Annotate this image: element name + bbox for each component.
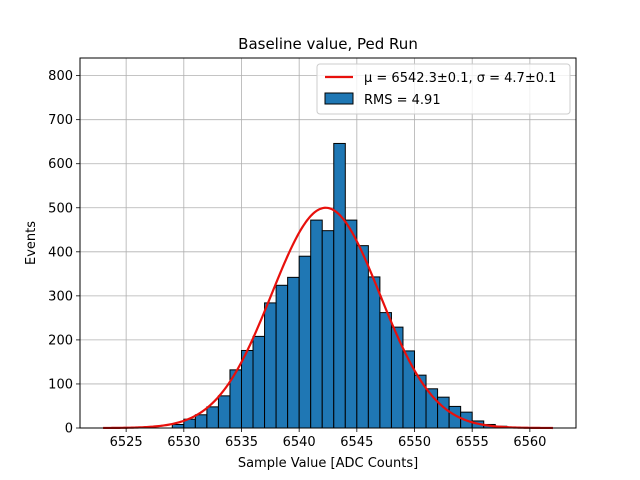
y-tick-label: 0 (65, 422, 73, 437)
x-tick-label: 6530 (167, 435, 200, 450)
gaussian-fit (103, 206, 553, 430)
histogram-bar (217, 395, 231, 429)
x-tick-label: 6540 (283, 435, 316, 450)
y-tick-label: 600 (48, 157, 73, 172)
plot-frame (79, 57, 577, 429)
histogram-bar (321, 230, 335, 429)
histogram-bar (298, 255, 312, 429)
histogram-bar (194, 414, 208, 429)
y-tick-label: 300 (48, 289, 73, 304)
histogram-bar (240, 349, 254, 429)
histogram-bar (252, 335, 266, 429)
x-tick-label: 6555 (456, 435, 489, 450)
y-tick-label: 200 (48, 333, 73, 348)
x-tick-label: 6535 (225, 435, 258, 450)
histogram-bar (344, 219, 358, 429)
histogram-bar (275, 284, 289, 429)
x-tick-label: 6560 (513, 435, 546, 450)
y-tick-label: 100 (48, 377, 73, 392)
histogram-bar (206, 406, 219, 429)
gaussian-fit-curve (103, 206, 553, 430)
legend-box (316, 63, 571, 115)
legend-rms-patch-icon (324, 92, 354, 105)
histogram-bar (333, 142, 346, 429)
y-tick-label: 400 (48, 245, 73, 260)
histogram-bar (379, 312, 392, 429)
x-tick-label: 6525 (110, 435, 143, 450)
histogram-bar (171, 423, 185, 429)
histogram-bar (402, 350, 416, 429)
legend: μ = 6542.3±0.1, σ = 4.7±0.1 RMS = 4.91 (316, 63, 571, 115)
y-tick-label: 700 (48, 113, 73, 128)
x-tick-label: 6550 (398, 435, 431, 450)
legend-rms-label: RMS = 4.91 (364, 93, 441, 108)
histogram-bar (287, 276, 300, 429)
y-tick-label: 800 (48, 69, 73, 84)
x-axis-label: Sample Value [ADC Counts] (238, 456, 418, 471)
x-tick-label: 6545 (340, 435, 373, 450)
chart-title: Baseline value, Ped Run (238, 35, 418, 53)
histogram-bar (264, 302, 277, 429)
y-tick-label: 500 (48, 201, 73, 216)
histogram-bars (171, 142, 508, 429)
histogram-bar (367, 276, 381, 429)
y-axis-ticks: 0 100 200 300 400 500 600 700 800 (48, 69, 80, 437)
x-axis-ticks: 6525 6530 6535 6540 6545 6550 6555 6560 (110, 428, 546, 450)
histogram-bar (437, 396, 450, 429)
histogram-bar (414, 374, 427, 429)
legend-fit-label: μ = 6542.3±0.1, σ = 4.7±0.1 (364, 71, 556, 86)
histogram-bar (356, 245, 369, 429)
histogram-bar (310, 219, 323, 429)
y-axis-label: Events (24, 221, 39, 265)
